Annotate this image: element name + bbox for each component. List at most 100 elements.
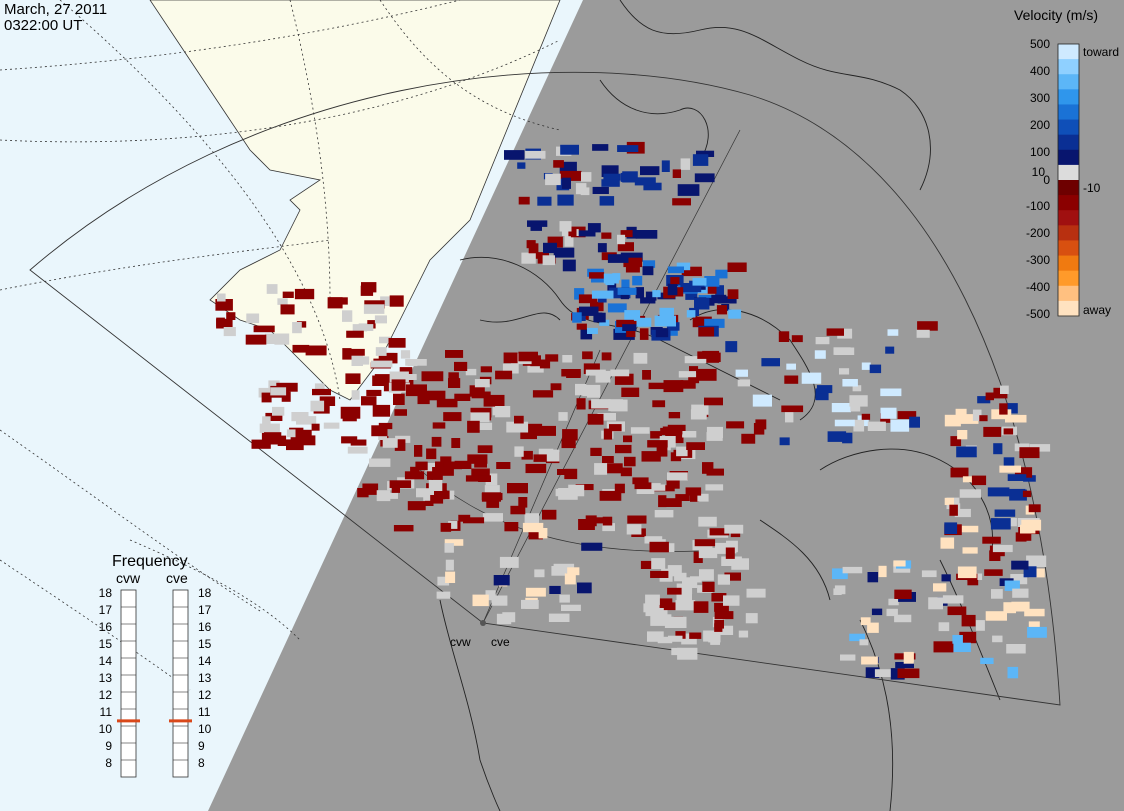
radar-cell (642, 260, 656, 268)
radar-cell (564, 235, 574, 247)
radar-cell (983, 426, 1002, 437)
radar-cell (378, 352, 398, 364)
radar-cell (542, 255, 555, 266)
radar-cell (448, 521, 458, 529)
radar-cell (947, 606, 967, 616)
radar-cell (909, 416, 920, 428)
radar-cell (372, 404, 391, 417)
radar-cell (956, 446, 977, 458)
radar-cell (659, 307, 674, 318)
radar-cell (591, 290, 614, 299)
radar-cell (465, 475, 487, 482)
radar-cell (1009, 489, 1027, 501)
radar-cell (559, 161, 577, 174)
radar-cell (557, 194, 574, 206)
radar-cell (558, 488, 578, 500)
radar-cell (223, 327, 236, 337)
radar-cell (781, 405, 804, 413)
radar-cell (696, 368, 717, 381)
radar-cell (664, 616, 687, 628)
radar-cell (682, 431, 697, 438)
radar-cell (778, 331, 790, 342)
radar-cell (685, 288, 698, 300)
radar-cell (634, 482, 652, 490)
radar-cell (941, 574, 951, 582)
radar-cell (725, 341, 738, 353)
radar-cell (350, 439, 367, 446)
radar-cell (623, 435, 633, 443)
radar-cell (467, 420, 480, 433)
scale-tick-label: -100 (1026, 199, 1050, 213)
radar-cell (613, 328, 635, 340)
radar-cell (672, 198, 691, 206)
radar-cell (504, 150, 525, 160)
radar-cell (949, 504, 958, 516)
radar-cell (567, 567, 580, 576)
radar-cell (745, 613, 758, 624)
radar-cell (281, 391, 291, 402)
radar-cell (292, 344, 310, 353)
radar-cell (353, 356, 370, 365)
radar-cell (582, 351, 593, 360)
radar-cell (433, 490, 450, 500)
radar-cell (717, 296, 737, 304)
radar-cell (592, 186, 609, 194)
graticule (0, 0, 561, 691)
radar-cell (651, 558, 666, 569)
scale-tick-label: 100 (1030, 145, 1050, 159)
radar-cell (668, 635, 683, 642)
radar-cell (521, 599, 539, 609)
radar-cell (601, 352, 612, 361)
radar-cell (587, 327, 598, 334)
radar-cell (444, 539, 464, 546)
radar-cell (917, 321, 938, 331)
radar-cell (990, 518, 1011, 530)
frequency-bar-cve (172, 589, 189, 778)
radar-cell (599, 196, 615, 206)
radar-cell (667, 266, 684, 274)
radar-cell (345, 348, 365, 356)
radar-cell (454, 361, 468, 371)
radar-cell (545, 173, 561, 186)
radar-cell (728, 309, 742, 319)
radar-cell (538, 528, 548, 539)
radar-cell (667, 472, 688, 481)
radar-cell (614, 373, 634, 385)
radar-cell (689, 632, 702, 639)
radar-cell (678, 371, 697, 378)
radar-cell (1023, 566, 1037, 578)
radar-cell (989, 550, 1001, 561)
radar-cell (610, 369, 630, 377)
radar-cell (1000, 385, 1009, 394)
scale-tick-label: -300 (1026, 253, 1050, 267)
radar-cell (647, 631, 664, 642)
radar-cell (525, 463, 547, 474)
radar-cell (472, 594, 489, 607)
radar-cell (415, 461, 428, 471)
radar-cell (448, 372, 459, 381)
radar-cell (737, 379, 751, 387)
radar-cell (553, 160, 564, 168)
frequency-tick-left: 12 (99, 688, 113, 702)
radar-cell (253, 325, 275, 333)
radar-cell (1023, 475, 1036, 482)
radar-cell (603, 428, 613, 440)
radar-cell (690, 494, 700, 502)
radar-cell (704, 276, 720, 287)
radar-cell (590, 301, 604, 312)
radar-cell (597, 413, 616, 421)
radar-cell (601, 179, 620, 187)
radar-cell (362, 483, 379, 495)
radar-cell (454, 460, 472, 469)
radar-cell (975, 620, 985, 631)
radar-cell (633, 352, 648, 364)
radar-cell (694, 297, 710, 310)
radar-cell (714, 625, 734, 635)
radar-cell (815, 337, 830, 345)
radar-cell (495, 370, 513, 380)
radar-cell (1019, 447, 1040, 459)
radar-cell (525, 587, 546, 597)
radar-cell (502, 612, 516, 623)
radar-cell (245, 334, 267, 345)
radar-cell (421, 371, 444, 382)
